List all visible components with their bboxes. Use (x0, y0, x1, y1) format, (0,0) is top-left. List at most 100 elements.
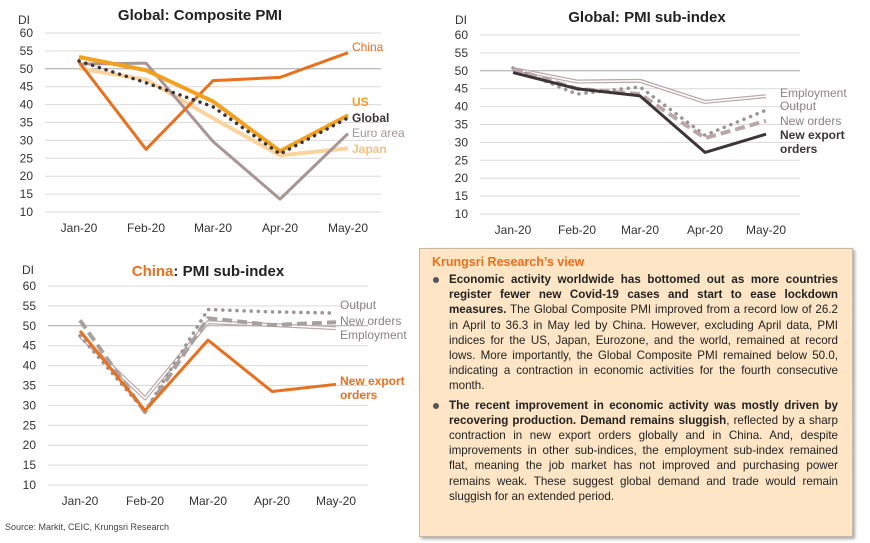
y-tick-label: 40 (20, 98, 34, 112)
chart-title: China: PMI sub-index (132, 263, 285, 280)
research-view-list: Economic activity worldwide has bottomed… (432, 272, 838, 504)
series-line-us (78, 55, 349, 154)
y-tick-label: 10 (20, 205, 34, 219)
x-tick-label: Feb-20 (558, 223, 596, 237)
y-tick-label: 60 (455, 28, 469, 42)
y-tick-label: 35 (23, 379, 37, 393)
series-label-japan: Japan (352, 142, 387, 156)
x-tick-label: Feb-20 (126, 494, 164, 508)
y-tick-label: 10 (455, 207, 469, 221)
chart-title-highlight: China (132, 263, 174, 280)
y-tick-label: 15 (455, 189, 469, 203)
item-bold-text: Economic activity worldwide has bottomed… (449, 273, 838, 317)
series-label-new-export-orders: orders (780, 142, 818, 156)
y-tick-label: 55 (23, 299, 37, 313)
y-tick-label: 30 (20, 133, 34, 147)
series-label-us: US (352, 95, 369, 109)
y-tick-label: 45 (23, 339, 37, 353)
x-tick-label: Apr-20 (687, 223, 723, 237)
series-label-employment: Employment (780, 86, 847, 100)
x-tick-label: Apr-20 (262, 221, 298, 235)
y-unit-label: DI (22, 263, 34, 277)
global-composite-plot: Global: Composite PMI DI 10 15 20 25 30 35 40 4… (18, 7, 405, 235)
y-tick-label: 40 (23, 359, 37, 373)
research-view-box: Krungsri Research’s view Economic activi… (419, 248, 853, 537)
x-tick-label: Feb-20 (127, 221, 165, 235)
item-text: , reflected by a sharp contraction in ne… (449, 413, 838, 503)
y-tick-label: 40 (455, 100, 469, 114)
y-tick-label: 50 (455, 64, 469, 78)
series-line-employment (78, 320, 337, 401)
y-unit-label: DI (18, 13, 30, 27)
y-tick-label: 30 (455, 135, 469, 149)
y-tick-label: 50 (20, 62, 34, 76)
series-label-employment: Employment (340, 328, 407, 342)
y-tick-label: 35 (20, 116, 34, 130)
x-tick-label: Jan-20 (62, 494, 99, 508)
source-note: Source: Markit, CEIC, Krungsri Research (5, 522, 170, 532)
global-subindex-plot: Global: PMI sub-index DI 10 15 20 25 30 35 40 4… (455, 9, 848, 237)
series-line-new-export-orders (512, 71, 767, 154)
research-view-item: Economic activity worldwide has bottomed… (432, 272, 838, 394)
y-tick-label: 45 (455, 82, 469, 96)
x-tick-label: Mar-20 (621, 223, 659, 237)
series-label-china: China (352, 40, 384, 54)
y-tick-label: 50 (23, 319, 37, 333)
series-label-new-export-orders: New export (340, 374, 405, 388)
series-line-new-orders (78, 316, 337, 415)
series-line-output (511, 66, 768, 137)
y-tick-label: 55 (455, 46, 469, 60)
x-tick-label: Jan-20 (495, 223, 532, 237)
series-line-global (77, 59, 350, 156)
series-line-new-orders (512, 67, 767, 141)
y-tick-label: 15 (20, 187, 34, 201)
y-tick-label: 30 (23, 398, 37, 412)
bullet-icon (433, 277, 439, 283)
x-tick-label: Mar-20 (194, 221, 232, 235)
series-label-euro-area: Euro area (352, 126, 405, 140)
series-label-new-orders: New orders (340, 314, 401, 328)
x-tick-label: Apr-20 (254, 494, 290, 508)
chart-title-rest: : PMI sub-index (173, 263, 284, 280)
x-tick-label: Mar-20 (189, 494, 227, 508)
series-line-euro-area (78, 61, 350, 201)
chart-global-pmi-subindex: Global: PMI sub-index DI 10 15 20 25 30 35 40 4… (0, 0, 870, 245)
series-line-china (77, 51, 349, 151)
series-label-output: Output (780, 99, 817, 113)
bullet-icon (433, 402, 439, 409)
series-line-japan (78, 66, 349, 158)
chart-china-pmi-subindex: China: PMI sub-index DI 10 15 20 25 30 35 40 45… (0, 0, 420, 543)
item-text: The Global Composite PMI improved from a… (449, 303, 838, 393)
y-tick-label: 60 (20, 26, 34, 40)
y-tick-label: 25 (20, 151, 34, 165)
chart-title: Global: Composite PMI (118, 7, 282, 24)
y-tick-label: 20 (23, 438, 37, 452)
research-view-title: Krungsri Research’s view (432, 255, 585, 269)
x-tick-label: Jan-20 (61, 221, 98, 235)
series-label-global: Global (352, 111, 389, 125)
series-label-new-export-orders: New export (780, 128, 845, 142)
y-tick-label: 20 (455, 171, 469, 185)
item-bold-text: The recent improvement in economic activ… (449, 398, 838, 427)
x-tick-label: May-20 (316, 494, 356, 508)
y-tick-label: 60 (23, 279, 37, 293)
y-tick-label: 25 (23, 418, 37, 432)
chart-title: Global: PMI sub-index (568, 9, 726, 26)
series-line-employment-inner (512, 68, 767, 103)
series-line-employment-inner (79, 321, 337, 400)
x-tick-label: May-20 (746, 223, 786, 237)
series-label-new-export-orders: orders (340, 388, 378, 402)
china-subindex-plot: China: PMI sub-index DI 10 15 20 25 30 35 40 45… (22, 263, 407, 508)
y-unit-label: DI (455, 13, 467, 27)
series-line-new-export-orders (78, 330, 337, 413)
y-tick-label: 15 (23, 458, 37, 472)
series-label-new-orders: New orders (780, 114, 841, 128)
x-tick-label: May-20 (328, 221, 368, 235)
y-tick-label: 20 (20, 169, 34, 183)
y-tick-label: 35 (455, 118, 469, 132)
series-label-output: Output (340, 298, 377, 312)
chart-global-composite-pmi: Global: Composite PMI DI 10 15 20 25 30 35 40 4… (0, 0, 420, 245)
y-tick-label: 45 (20, 80, 34, 94)
y-tick-label: 55 (20, 44, 34, 58)
y-tick-label: 25 (455, 153, 469, 167)
